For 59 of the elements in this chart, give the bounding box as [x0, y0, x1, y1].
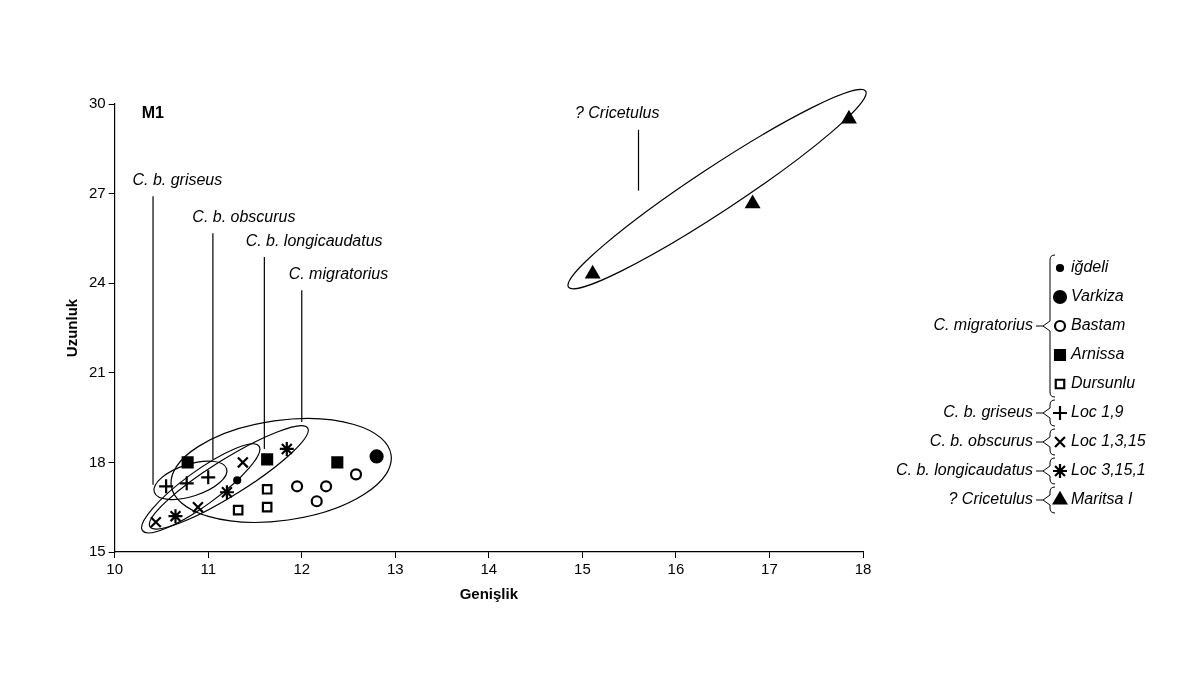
point: [191, 501, 204, 514]
y-tick-label: 21: [89, 362, 106, 380]
legend-label: Varkiza: [1071, 287, 1124, 305]
x-tick-label: 12: [293, 560, 311, 578]
x-tick-label: 15: [574, 560, 591, 578]
point: [261, 453, 274, 466]
y-axis-title: Uzunluk: [63, 298, 81, 358]
annotation: C. b. longicaudatus: [245, 231, 383, 249]
point: [319, 480, 333, 493]
text: C. b. obscurus: [929, 432, 1033, 450]
point: [745, 195, 760, 209]
x-axis-title: Genişlik: [459, 585, 519, 603]
annotation: C. b. obscurus: [192, 207, 296, 225]
legend-label: Loc 1,3,15: [1071, 432, 1146, 450]
legend-label: Loc 1,9: [1071, 403, 1124, 421]
x-tick-label: 17: [761, 560, 778, 578]
text: C. b. griseus: [943, 403, 1033, 421]
point: [261, 501, 273, 513]
point: [200, 469, 217, 486]
point: [178, 475, 195, 492]
point: [310, 495, 323, 508]
point: [585, 265, 600, 279]
point: [232, 504, 244, 516]
point: [290, 480, 304, 493]
x-tick-label: 18: [854, 560, 872, 578]
point: [149, 516, 162, 529]
y-tick-label: 30: [89, 94, 106, 112]
text: C. migratorius: [933, 316, 1033, 334]
text: ? Cricetulus: [948, 490, 1033, 508]
point: [167, 508, 184, 525]
point: [841, 110, 857, 124]
annotation: C. migratorius: [288, 264, 389, 282]
point: [218, 484, 236, 501]
point: [236, 456, 249, 469]
legend-label: iğdeli: [1071, 258, 1109, 276]
y-tick-label: 24: [89, 273, 106, 291]
point: [369, 449, 384, 464]
x-tick-label: 11: [200, 560, 217, 578]
y-tick-label: 15: [89, 542, 106, 560]
point: [261, 483, 273, 495]
y-tick-label: 27: [89, 183, 106, 201]
annotation: ? Cricetulus: [574, 104, 660, 122]
legend-label: Bastam: [1071, 316, 1126, 334]
annotation: C. b. griseus: [132, 170, 223, 188]
point: [158, 478, 175, 495]
legend-label: Dursunlu: [1071, 374, 1136, 392]
x-tick-label: 10: [106, 560, 124, 578]
x-tick-label: 16: [667, 560, 685, 578]
legend-label: Loc 3,15,1: [1071, 461, 1146, 479]
x-tick-label: 14: [480, 560, 498, 578]
x-tick-label: 13: [386, 560, 404, 578]
text: C. b. longicaudatus: [896, 461, 1033, 479]
legend-label: Arnissa: [1070, 345, 1125, 363]
point: [331, 456, 344, 469]
y-tick-label: 18: [89, 452, 106, 470]
point: [278, 440, 295, 458]
legend-label: Maritsa I: [1071, 490, 1133, 508]
chart-title: M1: [141, 104, 165, 122]
point: [349, 468, 363, 481]
